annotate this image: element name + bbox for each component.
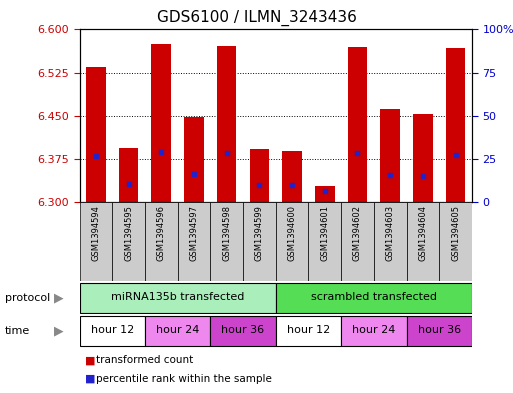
Text: GSM1394605: GSM1394605	[451, 205, 460, 261]
Bar	[275, 202, 308, 281]
Bar	[308, 202, 341, 281]
Text: GSM1394600: GSM1394600	[288, 205, 297, 261]
Text: scrambled transfected: scrambled transfected	[311, 292, 437, 302]
Text: hour 12: hour 12	[91, 325, 134, 336]
Text: time: time	[5, 326, 30, 336]
Text: ■: ■	[85, 355, 95, 365]
Bar	[80, 316, 145, 346]
Bar	[80, 202, 112, 281]
Text: hour 12: hour 12	[287, 325, 330, 336]
Bar	[348, 47, 367, 202]
Bar	[184, 117, 204, 202]
Text: protocol: protocol	[5, 293, 50, 303]
Bar	[406, 202, 439, 281]
Text: ▶: ▶	[54, 291, 64, 304]
Text: GSM1394602: GSM1394602	[353, 205, 362, 261]
Bar	[80, 283, 275, 313]
Bar	[145, 202, 177, 281]
Bar	[380, 109, 400, 202]
Text: ■: ■	[85, 374, 95, 384]
Text: percentile rank within the sample: percentile rank within the sample	[96, 374, 272, 384]
Bar	[119, 148, 139, 202]
Bar	[210, 316, 275, 346]
Bar	[151, 44, 171, 202]
Text: ▶: ▶	[54, 325, 64, 338]
Bar	[374, 202, 406, 281]
Text: GSM1394601: GSM1394601	[320, 205, 329, 261]
Bar	[275, 316, 341, 346]
Bar	[446, 48, 465, 202]
Bar	[406, 316, 472, 346]
Text: GSM1394603: GSM1394603	[386, 205, 394, 261]
Text: GSM1394604: GSM1394604	[419, 205, 427, 261]
Text: GDS6100 / ILMN_3243436: GDS6100 / ILMN_3243436	[156, 9, 357, 26]
Text: hour 24: hour 24	[352, 325, 396, 336]
Bar	[249, 149, 269, 202]
Bar	[210, 202, 243, 281]
Bar	[145, 316, 210, 346]
Text: GSM1394596: GSM1394596	[157, 205, 166, 261]
Bar	[341, 202, 374, 281]
Text: GSM1394597: GSM1394597	[189, 205, 199, 261]
Text: hour 24: hour 24	[156, 325, 200, 336]
Bar	[282, 151, 302, 202]
Text: hour 36: hour 36	[222, 325, 265, 336]
Text: transformed count: transformed count	[96, 355, 194, 365]
Bar	[86, 67, 106, 202]
Text: GSM1394598: GSM1394598	[222, 205, 231, 261]
Bar	[315, 186, 334, 202]
Bar	[112, 202, 145, 281]
Bar	[275, 283, 472, 313]
Text: GSM1394599: GSM1394599	[255, 205, 264, 261]
Bar	[243, 202, 276, 281]
Text: hour 36: hour 36	[418, 325, 461, 336]
Bar	[177, 202, 210, 281]
Bar	[413, 114, 432, 202]
Text: GSM1394595: GSM1394595	[124, 205, 133, 261]
Text: miRNA135b transfected: miRNA135b transfected	[111, 292, 244, 302]
Bar	[439, 202, 472, 281]
Bar	[217, 46, 236, 202]
Bar	[341, 316, 406, 346]
Text: GSM1394594: GSM1394594	[91, 205, 101, 261]
